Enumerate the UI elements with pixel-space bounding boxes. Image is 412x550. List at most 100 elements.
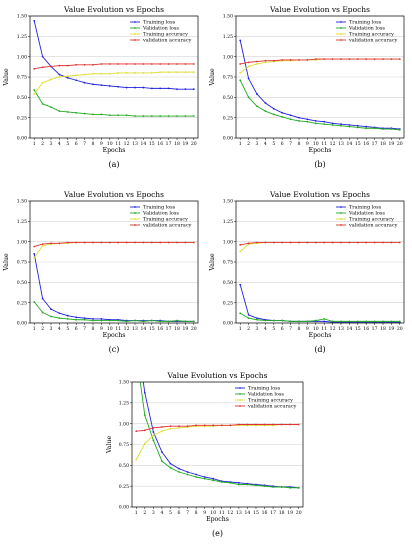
data-point [100,241,103,244]
data-point [152,439,155,442]
data-point [184,115,187,117]
data-point [212,479,215,482]
series-group [239,39,401,130]
data-point [152,434,155,437]
data-point [239,39,242,42]
chart-title: Value Evolution vs Epochs [269,190,370,199]
data-point [356,126,359,129]
legend-marker [134,224,136,226]
data-point [272,113,275,116]
y-tick-label: 0.75 [223,75,233,81]
series-group [33,300,195,323]
data-point [280,423,283,426]
x-tick-label: 4 [264,326,267,332]
data-point [117,241,120,244]
series-line [136,424,299,432]
data-point [41,55,44,58]
legend-label: Validation loss [142,26,179,32]
data-point [125,72,128,74]
x-tick-label: 6 [75,141,78,147]
data-point [255,423,257,426]
x-tick-label: 10 [107,141,113,147]
x-tick-label: 18 [380,141,386,147]
chart-title: Value Evolution vs Epochs [269,5,370,14]
data-point [92,319,94,322]
data-point [41,244,44,247]
data-point [134,86,136,89]
data-point [212,477,215,480]
x-tick-label: 5 [272,326,275,332]
x-tick-label: 19 [182,141,188,147]
x-tick-label: 13 [132,141,138,147]
data-point [192,63,195,65]
data-point [50,65,52,68]
x-tick-label: 20 [296,510,302,516]
legend-marker [340,206,342,208]
x-tick-label: 3 [256,326,259,332]
x-tick-label: 6 [281,141,284,147]
data-point [365,58,368,61]
data-point [152,426,155,429]
data-point [184,71,187,74]
y-tick-label: 0.50 [223,280,233,286]
data-point [184,88,187,91]
data-point [306,118,309,121]
data-point [134,241,136,244]
data-point [125,320,128,323]
x-tick-label: 17 [270,510,276,516]
legend-label: Training loss [248,386,281,392]
x-tick-label: 15 [149,326,155,332]
data-point [365,241,368,244]
data-point [237,481,240,484]
chart-panel-a: 0.000.250.500.751.001.251.501 2 3 4 5 6 7 8 9 10 1… [3,5,199,169]
data-point [398,241,401,244]
y-tick-label: 1.25 [119,400,129,406]
x-tick-label: 7 [289,141,292,147]
y-axis-label: Value [209,253,216,272]
data-point [272,319,275,322]
y-tick-label: 1.00 [119,421,129,427]
data-point [176,115,178,117]
legend-marker [340,212,342,214]
x-tick-label: 11 [115,141,121,147]
data-point [340,123,342,126]
data-point [264,59,267,62]
data-point [92,113,94,116]
data-point [75,241,78,244]
data-point [161,426,163,428]
y-tick-label: 1.50 [17,14,27,20]
data-point [272,486,274,488]
x-tick-label: 6 [75,326,78,332]
data-point [331,124,334,126]
data-point [41,311,44,314]
x-tick-label: 1 [33,141,36,147]
data-point [186,473,189,476]
data-point [247,313,250,316]
x-tick-label: 14 [346,326,352,332]
data-point [314,122,317,125]
data-point [92,72,94,75]
data-point [135,458,138,461]
x-tick-label: 20 [397,141,403,147]
data-point [323,123,326,126]
data-point [281,59,284,61]
x-tick-label: 15 [355,141,361,147]
x-tick-label: 14 [140,141,146,147]
series-line [239,312,400,322]
x-tick-label: 1 [135,510,138,516]
y-tick-label: 0.25 [119,484,129,490]
series-line [33,242,194,259]
data-point [108,241,111,244]
data-point [178,425,180,428]
data-point [247,242,250,245]
x-tick-label: 12 [124,326,130,332]
x-tick-label: 16 [363,326,369,332]
data-point [323,320,326,323]
data-point [108,85,111,87]
series-line [33,253,194,322]
data-point [92,318,94,320]
legend-label: Training accuracy [248,398,293,404]
data-point [83,241,86,244]
data-point [108,63,111,65]
